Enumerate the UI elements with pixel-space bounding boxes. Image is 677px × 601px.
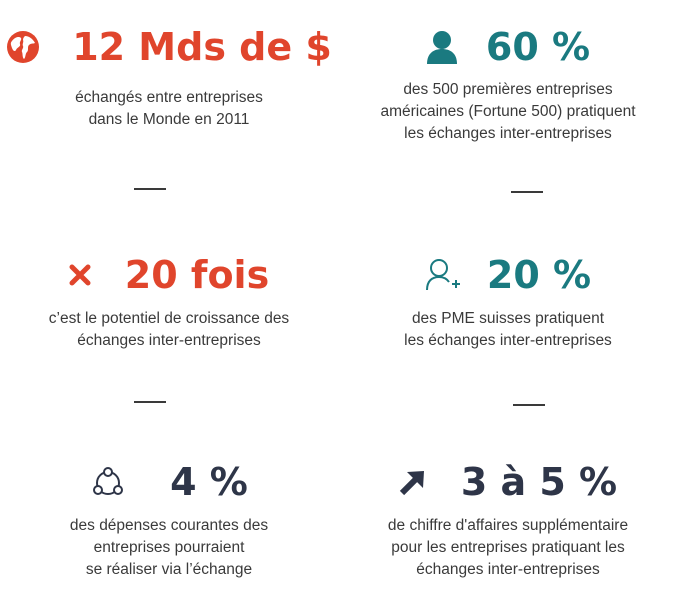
- stat-swiss-sme: 20 % des PME suisses pratiquent les écha…: [339, 200, 677, 400]
- description-line: entreprises pourraient: [93, 539, 245, 556]
- description-line: des dépenses courantes des: [69, 517, 269, 534]
- globe-icon: [6, 30, 40, 64]
- person-plus-icon: [425, 258, 461, 292]
- stat-description: c’est le potentiel de croissance des éch…: [0, 308, 338, 352]
- description-line: les échanges inter-entreprises: [404, 332, 612, 349]
- stat-fortune-500: 60 % des 500 premières entreprises améri…: [339, 0, 677, 200]
- stat-value: 4 %: [170, 460, 248, 504]
- description-line: pour les entreprises pratiquant les: [391, 539, 625, 556]
- description-line: échangés entre entreprises: [75, 89, 263, 106]
- stat-header: 20 %: [339, 255, 677, 295]
- stat-description: des 500 premières entreprises américaine…: [339, 79, 677, 145]
- description-line: des PME suisses pratiquent: [411, 310, 605, 327]
- stat-header: 4 %: [0, 462, 338, 502]
- stat-header: 60 %: [339, 27, 677, 67]
- description-line: échanges inter-entreprises: [416, 561, 600, 578]
- description-line: échanges inter-entreprises: [77, 332, 261, 349]
- description-line: de chiffre d'affaires supplémentaire: [387, 517, 629, 534]
- stat-description: des PME suisses pratiquent les échanges …: [339, 308, 677, 352]
- stat-header: 20 fois: [0, 255, 338, 295]
- person-icon: [426, 30, 458, 64]
- description-line: dans le Monde en 2011: [88, 111, 250, 128]
- divider: [511, 191, 543, 193]
- arrow-up-right-icon: [399, 468, 427, 496]
- stat-value: 20 %: [486, 253, 592, 297]
- stat-value: 60 %: [485, 25, 591, 69]
- stat-additional-revenue: 3 à 5 % de chiffre d'affaires supplément…: [339, 400, 677, 601]
- stat-current-expenses: 4 % des dépenses courantes des entrepris…: [0, 400, 338, 601]
- description-line: c’est le potentiel de croissance des: [48, 310, 290, 327]
- description-line: se réaliser via l’échange: [85, 561, 253, 578]
- stat-global-exchanges: 12 Mds de $ échangés entre entreprises d…: [0, 0, 338, 200]
- stat-description: échangés entre entreprises dans le Monde…: [0, 87, 338, 131]
- stat-value: 3 à 5 %: [460, 460, 618, 504]
- stat-description: de chiffre d'affaires supplémentaire pou…: [339, 515, 677, 581]
- description-line: des 500 premières entreprises: [403, 81, 613, 98]
- divider: [513, 404, 545, 406]
- description-line: les échanges inter-entreprises: [404, 125, 612, 142]
- stat-growth-potential: 20 fois c’est le potentiel de croissance…: [0, 200, 338, 400]
- stat-value: 20 fois: [124, 253, 270, 297]
- stat-header: 12 Mds de $: [0, 27, 338, 67]
- multiply-icon: [69, 264, 91, 286]
- stat-value: 12 Mds de $: [72, 25, 332, 69]
- divider: [134, 188, 166, 190]
- stat-description: des dépenses courantes des entreprises p…: [0, 515, 338, 581]
- description-line: américaines (Fortune 500) pratiquent: [380, 103, 636, 120]
- divider: [134, 401, 166, 403]
- network-circle-icon: [90, 465, 126, 499]
- stat-header: 3 à 5 %: [339, 462, 677, 502]
